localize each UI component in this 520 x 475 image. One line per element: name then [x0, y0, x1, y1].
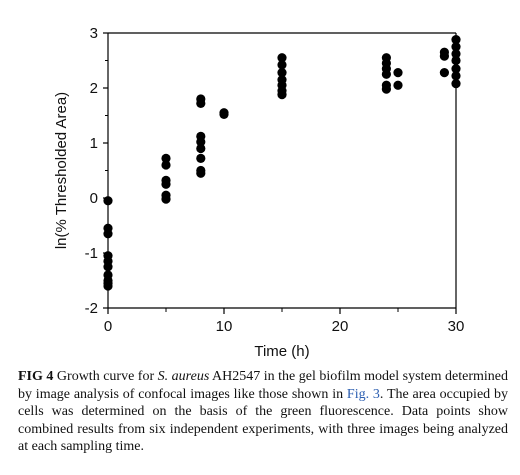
data-point — [196, 168, 206, 178]
x-axis-title: Time (h) — [254, 343, 309, 360]
data-point — [451, 64, 461, 74]
x-tick-label: 20 — [332, 318, 349, 335]
y-axis: -2 -1 0 1 2 3 — [85, 25, 108, 317]
data-point — [451, 49, 461, 59]
data-point — [161, 153, 171, 163]
data-point — [381, 69, 391, 79]
data-points — [103, 35, 461, 291]
y-tick-label: -2 — [85, 300, 98, 317]
data-point — [219, 109, 229, 119]
data-point — [277, 90, 287, 100]
data-point — [393, 68, 403, 78]
y-tick-label: -1 — [85, 245, 98, 262]
data-point — [196, 143, 206, 154]
x-tick-label: 10 — [216, 318, 233, 335]
data-point — [393, 80, 403, 90]
scatter-chart: -2 -1 0 1 2 3 0 10 20 30 Time (h) ln(% Threshold… — [53, 25, 465, 360]
data-point — [161, 194, 171, 204]
data-point — [103, 196, 113, 206]
x-tick-label: 0 — [104, 318, 112, 335]
x-axis: 0 10 20 30 — [104, 308, 465, 335]
data-point — [277, 60, 287, 70]
data-point — [103, 281, 113, 291]
y-tick-label: 1 — [90, 135, 98, 152]
data-point — [451, 79, 461, 89]
caption-text-1: Growth curve for — [53, 369, 158, 384]
data-point — [277, 68, 287, 78]
caption-text-2: AH2547 in the gel biofilm model system d… — [18, 369, 509, 402]
caption-text-3: . The area occupied by cells was determi… — [18, 386, 508, 455]
figure-caption: FIG 4 Growth curve for S. aureus AH2547 … — [18, 368, 508, 456]
data-point — [103, 262, 113, 272]
data-point — [277, 53, 287, 63]
data-point — [439, 68, 449, 78]
y-tick-label: 3 — [90, 25, 98, 42]
caption-species: S. aureus — [157, 369, 210, 384]
data-point — [381, 84, 391, 94]
data-point — [161, 160, 171, 170]
data-point — [451, 35, 461, 45]
figure-link[interactable]: Fig. 3 — [346, 386, 380, 402]
data-point — [161, 179, 171, 189]
data-point — [451, 71, 461, 81]
data-point — [196, 137, 206, 147]
data-point — [439, 51, 449, 61]
data-point — [196, 98, 206, 108]
y-tick-label: 2 — [90, 80, 98, 97]
data-point — [451, 42, 461, 52]
x-tick-label: 30 — [448, 318, 465, 335]
data-point — [196, 153, 206, 163]
data-point — [103, 229, 113, 239]
data-point — [451, 55, 461, 66]
y-tick-label: 0 — [90, 190, 98, 207]
y-axis-title: ln(% Thresholded Area) — [53, 92, 70, 249]
figure-label: FIG 4 — [18, 369, 54, 384]
